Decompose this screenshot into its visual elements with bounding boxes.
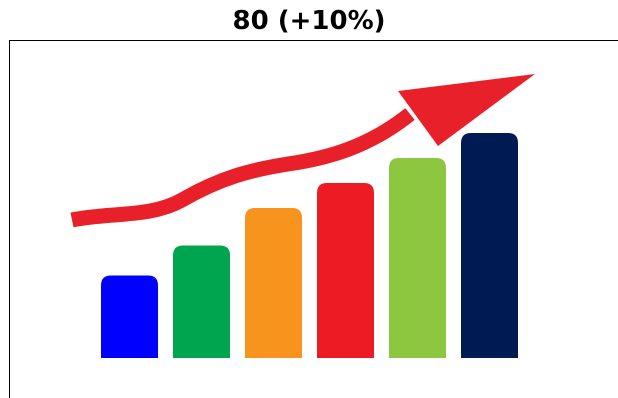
growth-bar: [101, 276, 158, 359]
growth-bar: [389, 158, 446, 358]
growth-bar: [173, 246, 230, 359]
growth-bar: [245, 208, 302, 358]
growth-bar: [317, 183, 374, 358]
growth-bar: [461, 133, 518, 358]
